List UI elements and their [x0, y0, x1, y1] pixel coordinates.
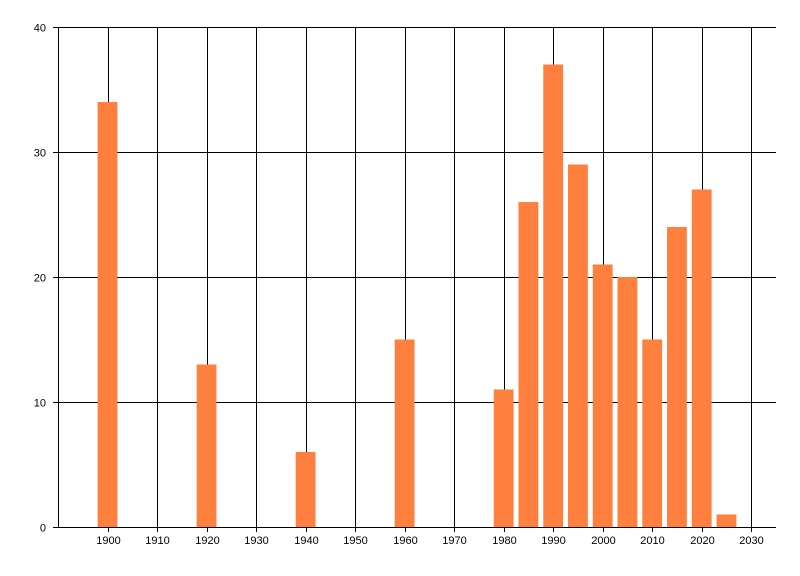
bar — [97, 102, 118, 527]
y-tick-label: 30 — [34, 148, 46, 160]
x-tick-label: 2000 — [591, 535, 615, 547]
bars — [97, 64, 737, 527]
x-tick-label: 1960 — [393, 535, 417, 547]
bar — [196, 364, 217, 527]
x-tick-label: 1900 — [96, 535, 120, 547]
bar — [493, 389, 514, 527]
y-tick-label: 20 — [34, 273, 46, 285]
x-tick-label: 1940 — [294, 535, 318, 547]
bar — [592, 264, 613, 527]
x-tick-labels: 1900 1910 1920 1930 1940 1950 1960 1970 1980 1990… — [96, 535, 763, 547]
y-tick-label: 10 — [34, 398, 46, 410]
x-tick-label: 1980 — [492, 535, 516, 547]
bar — [716, 514, 737, 527]
y-tick-label: 40 — [34, 23, 46, 35]
x-tick-label: 1990 — [541, 535, 565, 547]
bar — [518, 202, 539, 527]
bar — [394, 339, 415, 527]
x-tick-label: 1950 — [343, 535, 367, 547]
x-tick-label: 2020 — [690, 535, 714, 547]
axes — [58, 27, 776, 528]
x-tick-label: 2030 — [739, 535, 763, 547]
x-tick-label: 2010 — [640, 535, 664, 547]
y-tick-labels: 0 10 20 30 40 — [34, 23, 46, 535]
bar — [642, 339, 663, 527]
bar — [543, 64, 564, 527]
x-tick-label: 1930 — [244, 535, 268, 547]
x-tick-label: 1970 — [442, 535, 466, 547]
bar — [667, 227, 687, 527]
x-tick-label: 1910 — [145, 535, 169, 547]
y-tick-label: 0 — [40, 523, 46, 535]
bar — [617, 277, 638, 527]
bar — [691, 189, 712, 527]
bar — [568, 164, 588, 527]
bar — [295, 452, 316, 527]
x-tick-label: 1920 — [195, 535, 219, 547]
